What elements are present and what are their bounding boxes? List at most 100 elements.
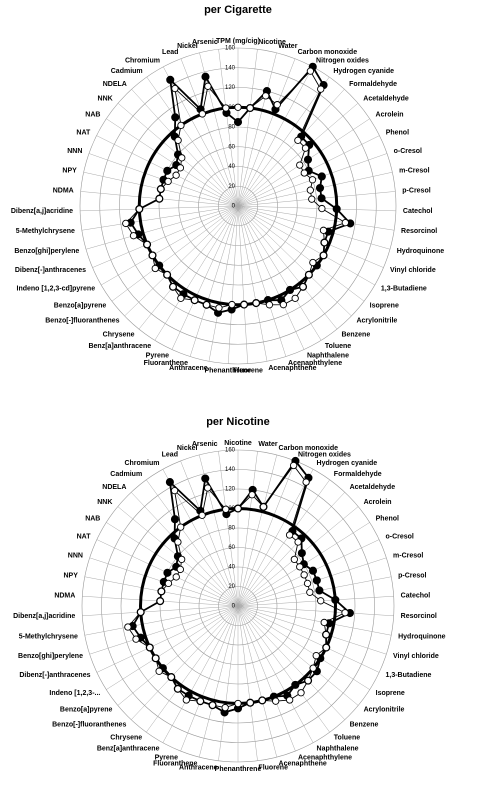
data-point — [259, 503, 268, 511]
data-point — [233, 118, 243, 127]
spoke — [237, 191, 396, 207]
spoke — [162, 605, 239, 743]
category-label: Nickel — [177, 43, 198, 50]
data-point — [317, 597, 325, 605]
data-point — [143, 240, 151, 249]
category-label: Benzene — [341, 331, 370, 338]
data-point — [155, 195, 163, 203]
spoke — [237, 605, 387, 655]
data-point — [297, 549, 306, 558]
data-point — [308, 176, 317, 184]
category-label: Phenanthrene — [215, 766, 262, 773]
spoke — [237, 205, 396, 212]
data-point — [252, 299, 260, 307]
r-tick-label: 160 — [225, 448, 236, 454]
category-label: Acrolein — [364, 499, 392, 506]
data-point — [146, 643, 154, 652]
data-point — [318, 204, 326, 213]
data-point — [196, 697, 204, 705]
spoke — [237, 205, 248, 364]
data-point — [163, 271, 171, 279]
category-label: o-Cresol — [394, 148, 422, 155]
data-point — [315, 586, 324, 595]
spoke — [106, 118, 239, 207]
category-label: Formaldehyde — [349, 81, 397, 88]
data-point — [177, 121, 185, 130]
r-tick-label: 80 — [228, 125, 235, 131]
r-tick-label: 60 — [228, 545, 235, 551]
category-label: Phenol — [386, 129, 409, 136]
category-label: Toluene — [325, 343, 351, 350]
category-label: Acetaldehyde — [363, 95, 409, 102]
category-label: Isoprene — [370, 302, 399, 309]
spoke — [198, 605, 239, 758]
category-label: Pyrene — [146, 353, 169, 360]
spoke — [237, 205, 375, 286]
data-point — [294, 538, 302, 546]
spoke — [237, 605, 359, 706]
spoke — [106, 522, 239, 607]
category-label: Benzo[a]pyrene — [60, 707, 113, 714]
category-label: Acrylonitrile — [364, 707, 405, 714]
r-tick-label: 140 — [225, 467, 236, 473]
data-point — [286, 696, 294, 704]
category-label: NAB — [85, 516, 100, 523]
data-point — [248, 491, 256, 499]
r-tick-label: 0 — [232, 604, 236, 610]
category-label: NAT — [76, 129, 91, 136]
spoke — [237, 205, 384, 268]
data-point — [177, 523, 185, 531]
r-tick-label: 120 — [225, 487, 236, 493]
data-point — [172, 171, 180, 179]
data-point — [137, 608, 145, 616]
data-point — [198, 511, 206, 519]
spoke — [237, 605, 392, 636]
spoke — [237, 576, 392, 607]
data-point — [341, 219, 349, 227]
category-label: Arsenic — [192, 441, 218, 448]
spoke — [89, 605, 239, 655]
data-point — [157, 587, 166, 596]
data-point — [240, 300, 248, 309]
category-label: Dibenz[a,j]acridine — [11, 208, 73, 215]
spoke — [218, 451, 239, 607]
category-label: NPY — [63, 572, 78, 579]
data-point — [308, 195, 316, 203]
spoke — [237, 469, 314, 607]
r-tick-label: 20 — [228, 184, 235, 190]
spoke — [92, 205, 239, 268]
category-label: Chrysene — [110, 735, 142, 742]
category-label: m-Cresol — [393, 552, 423, 559]
category-label: Dibenz[-]anthracenes — [19, 672, 90, 679]
data-point — [164, 177, 172, 186]
spoke — [237, 205, 322, 341]
data-point — [317, 194, 326, 203]
data-point — [331, 595, 340, 604]
category-label: Chromium — [124, 460, 159, 467]
category-label: p-Cresol — [398, 572, 426, 579]
category-label: Chromium — [125, 57, 160, 64]
data-point — [285, 531, 294, 539]
spoke — [237, 539, 380, 607]
category-label: NNK — [97, 499, 112, 506]
spoke — [101, 205, 239, 286]
spoke — [180, 460, 239, 607]
data-point — [341, 609, 349, 617]
data-point — [166, 75, 175, 84]
category-label: TPM (mg/cig) — [216, 38, 260, 45]
data-point — [169, 283, 177, 291]
category-label: NAT — [77, 533, 92, 540]
data-point — [299, 283, 307, 291]
category-label: Benzo[-]fluoranthenes — [45, 318, 119, 325]
spoke — [106, 605, 239, 690]
spoke — [237, 76, 330, 207]
spoke — [237, 58, 296, 207]
spoke — [237, 205, 391, 250]
category-label: 5-Methylchrysene — [19, 633, 78, 640]
data-point — [204, 82, 212, 90]
category-label: Benzo[a]pyrene — [54, 302, 107, 309]
spoke — [81, 205, 239, 231]
category-label: Hydroquinone — [398, 633, 446, 640]
chart-title: per Cigarette — [204, 4, 272, 16]
data-point — [272, 697, 280, 705]
